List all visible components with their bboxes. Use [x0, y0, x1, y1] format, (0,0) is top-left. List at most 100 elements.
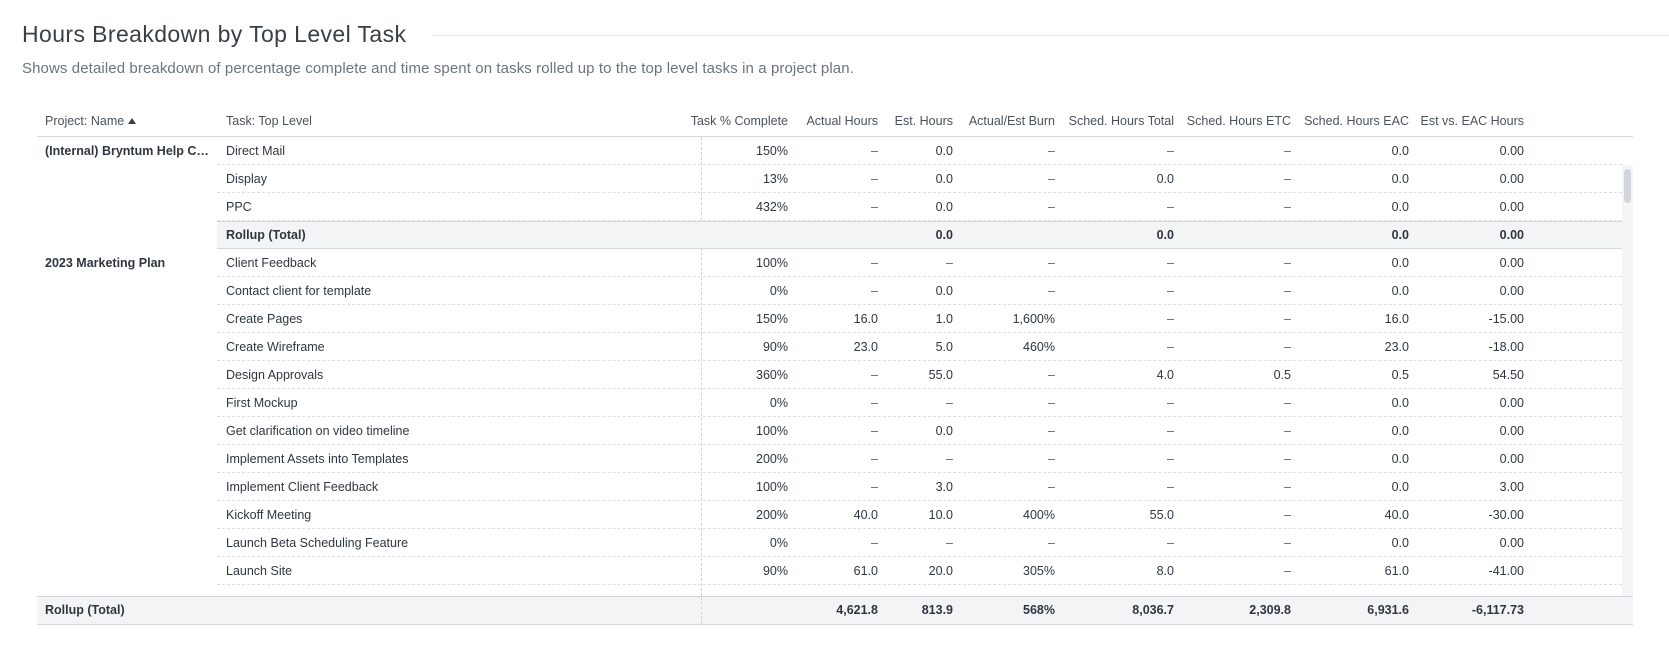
grid-header: Project: Name Task: Top Level Task % Compl…: [37, 105, 1633, 137]
cell-actual: –: [871, 536, 878, 550]
cell-task: Launch Site: [226, 564, 293, 578]
cell-sched-etc: –: [1284, 564, 1291, 578]
footer-total-burn: 568%: [1023, 603, 1055, 617]
footer-total-sched-total: 8,036.7: [1132, 603, 1174, 617]
table-row[interactable]: Launch Site 90% 61.0 20.0 305% 8.0 – 61.0 -41.00: [37, 557, 1633, 585]
cell-sched-total: 0.0: [1156, 228, 1174, 242]
cell-est: 0.0: [935, 284, 953, 298]
table-row[interactable]: First Mockup 0% – – – – – 0.0 0.00: [37, 389, 1633, 417]
table-row[interactable]: Contact client for template 0% –0.0– – –0.0 0…: [37, 277, 1633, 305]
cell-task: PPC: [226, 200, 252, 214]
column-header-est[interactable]: Est. Hours: [887, 105, 953, 137]
table-row[interactable]: Create Wireframe 90% 23.0 5.0 460% – – 23.0 -18.…: [37, 333, 1633, 361]
cell-task: First Mockup: [226, 396, 298, 410]
cell-actual: –: [871, 452, 878, 466]
cell-sched-total: –: [1167, 424, 1174, 438]
column-header-pct[interactable]: Task % Complete: [677, 105, 788, 137]
cell-task: Implement Assets into Templates: [226, 452, 409, 466]
table-row[interactable]: Kickoff Meeting 200% 40.0 10.0 400% 55.0 – 40.0…: [37, 501, 1633, 529]
cell-sched-etc: –: [1284, 172, 1291, 186]
column-header-sched-etc[interactable]: Sched. Hours ETC: [1183, 105, 1291, 137]
vertical-scrollbar[interactable]: [1622, 165, 1633, 596]
cell-actual: 40.0: [853, 508, 878, 522]
column-header-label: Task: Top Level: [226, 114, 312, 128]
cell-sched-total: 4.0: [1156, 368, 1174, 382]
cell-burn: 1,600%: [1012, 312, 1055, 326]
table-row[interactable]: Design Approvals 360% – 55.0 – 4.0 0.5 0.5 54.50: [37, 361, 1633, 389]
cell-pct: 200%: [756, 452, 788, 466]
column-header-project[interactable]: Project: Name: [45, 105, 213, 137]
report-title: Hours Breakdown by Top Level Task: [22, 20, 407, 47]
column-header-label: Est. Hours: [894, 114, 953, 128]
report-subtitle: Shows detailed breakdown of percentage c…: [22, 60, 854, 77]
cell-est: –: [946, 452, 953, 466]
cell-pct: 432%: [756, 200, 788, 214]
cell-sched-etc: –: [1284, 200, 1291, 214]
cell-sched-total: –: [1167, 480, 1174, 494]
cell-est-vs-eac: 0.00: [1499, 536, 1524, 550]
cell-sched-eac: 0.5: [1391, 368, 1409, 382]
column-header-label: Actual Hours: [806, 114, 878, 128]
cell-pct: 100%: [756, 424, 788, 438]
cell-est: 3.0: [935, 480, 953, 494]
column-header-task[interactable]: Task: Top Level: [226, 105, 526, 137]
scrollbar-thumb[interactable]: [1624, 169, 1631, 203]
column-header-est-vs-eac[interactable]: Est vs. EAC Hours: [1418, 105, 1525, 137]
cell-sched-eac: 40.0: [1384, 508, 1409, 522]
cell-task: Implement Client Feedback: [226, 480, 379, 494]
footer-column-divider: [701, 597, 702, 624]
cell-sched-etc: –: [1284, 340, 1291, 354]
cell-est: 20.0: [928, 564, 953, 578]
column-header-actual[interactable]: Actual Hours: [797, 105, 878, 137]
cell-project: 2023 Marketing Plan: [45, 256, 166, 270]
cell-actual: –: [871, 480, 878, 494]
cell-actual: –: [871, 396, 878, 410]
cell-pct: 100%: [756, 480, 788, 494]
column-header-burn[interactable]: Actual/Est Burn: [962, 105, 1055, 137]
grid-body[interactable]: (Internal) Bryntum Help Cen... Direct Mai…: [37, 137, 1633, 596]
cell-est-vs-eac: 0.00: [1499, 452, 1524, 466]
cell-est-vs-eac: -18.00: [1488, 340, 1524, 354]
cell-sched-eac: 23.0: [1384, 340, 1409, 354]
cell-task: Create Pages: [226, 312, 303, 326]
column-header-label: Task % Complete: [690, 114, 788, 128]
cell-sched-eac: 16.0: [1384, 312, 1409, 326]
cell-sched-eac: 0.0: [1391, 256, 1409, 270]
cell-actual: –: [871, 200, 878, 214]
cell-est: 0.0: [935, 172, 953, 186]
cell-burn: –: [1048, 256, 1055, 270]
table-row[interactable]: 2023 Marketing Plan Client Feedback 100% – –…: [37, 249, 1633, 277]
cell-sched-eac: 61.0: [1384, 564, 1409, 578]
table-row[interactable]: Display 13% – 0.0 – 0.0 – 0.0 0.00: [37, 165, 1633, 193]
cell-sched-total: –: [1167, 396, 1174, 410]
cell-burn: –: [1048, 480, 1055, 494]
cell-pct: 200%: [756, 508, 788, 522]
cell-actual: –: [871, 424, 878, 438]
cell-sched-eac: 0.0: [1391, 452, 1409, 466]
cell-actual: –: [871, 284, 878, 298]
column-header-label: Est vs. EAC Hours: [1420, 114, 1525, 128]
table-row[interactable]: PPC 432% – 0.0 – – – 0.0 0.00: [37, 193, 1633, 221]
cell-est: 0.0: [935, 144, 953, 158]
cell-pct: 0%: [769, 284, 788, 298]
report-header: Hours Breakdown by Top Level Task Shows …: [22, 18, 1669, 77]
table-row[interactable]: Create Pages 150% 16.0 1.0 1,600% – – 16.0 -15.0…: [37, 305, 1633, 333]
table-row[interactable]: Launch Beta Scheduling Feature 0% – – – – – 0.0…: [37, 529, 1633, 557]
column-header-sched-total[interactable]: Sched. Hours Total: [1064, 105, 1174, 137]
cell-sched-eac: 0.0: [1391, 536, 1409, 550]
cell-est-vs-eac: 54.50: [1492, 368, 1524, 382]
table-row[interactable]: Get clarification on video timeline 100% –…: [37, 417, 1633, 445]
table-row[interactable]: Implement Client Feedback 100% – 3.0 – – – 0.0 3…: [37, 473, 1633, 501]
rollup-row[interactable]: Rollup (Total) 0.0 0.0 0.0 0.00: [37, 221, 1633, 249]
cell-task: Get clarification on video timeline: [226, 424, 410, 438]
cell-task: Rollup (Total): [226, 228, 306, 242]
cell-pct: 0%: [769, 536, 788, 550]
cell-est-vs-eac: -15.00: [1488, 312, 1524, 326]
cell-est-vs-eac: -41.00: [1488, 564, 1524, 578]
cell-actual: 61.0: [853, 564, 878, 578]
column-header-sched-eac[interactable]: Sched. Hours EAC: [1300, 105, 1409, 137]
table-row[interactable]: Implement Assets into Templates 200% – – – – –…: [37, 445, 1633, 473]
table-row[interactable]: (Internal) Bryntum Help Cen... Direct Mai…: [37, 137, 1633, 165]
cell-sched-eac: 0.0: [1391, 228, 1409, 242]
cell-burn: –: [1048, 368, 1055, 382]
